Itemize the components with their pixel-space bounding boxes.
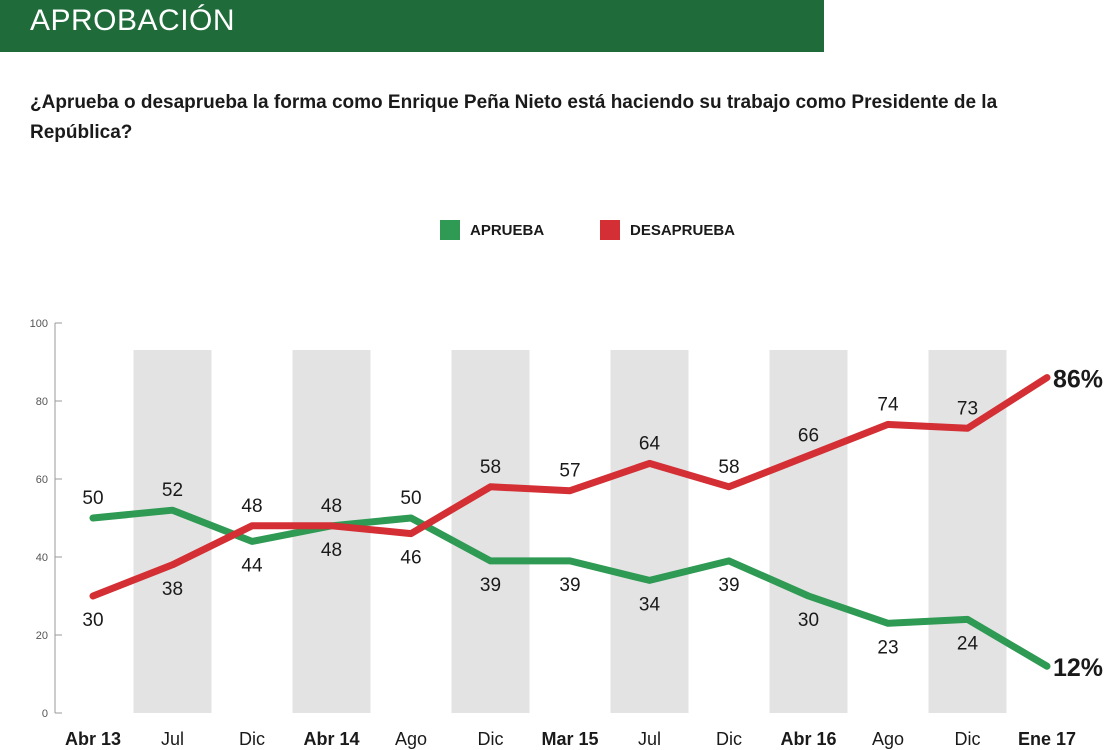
data-label-aprueba: 23 [877,637,898,658]
x-tick-label: Jul [161,729,184,749]
background-band [133,350,212,713]
legend-label-aprueba: APRUEBA [470,221,545,239]
data-label-desaprueba: 64 [639,433,661,454]
data-label-desaprueba: 30 [82,610,103,631]
data-label-aprueba: 24 [957,633,979,654]
x-tick-label: Ago [872,729,904,749]
x-tick-label: Dic [955,729,981,749]
data-label-aprueba: 52 [162,480,183,501]
data-label-aprueba: 30 [798,610,819,631]
background-band [769,350,848,713]
legend-swatch-aprueba [440,220,460,240]
data-label-desaprueba: 73 [957,398,978,419]
x-tick-label: Dic [478,729,504,749]
legend-item-desaprueba: DESAPRUEBA [600,220,735,240]
y-tick-label: 60 [36,474,48,486]
y-tick-label: 40 [36,552,48,564]
data-label-aprueba: 44 [241,555,263,576]
x-tick-label: Abr 13 [65,729,121,749]
y-tick-label: 80 [36,396,48,408]
data-label-desaprueba: 86% [1053,366,1103,394]
y-tick-label: 0 [42,708,48,720]
data-label-desaprueba: 38 [162,579,183,600]
survey-question: ¿Aprueba o desaprueba la forma como Enri… [30,92,998,143]
x-tick-label: Dic [716,729,742,749]
data-label-aprueba: 12% [1053,654,1103,682]
x-tick-label: Dic [239,729,265,749]
series-line-desaprueba [89,374,1051,600]
data-label-aprueba: 39 [718,575,739,596]
data-label-desaprueba: 46 [400,548,421,569]
chart-legend: APRUEBA DESAPRUEBA [0,220,1108,244]
x-tick-label: Abr 16 [780,729,836,749]
data-label-desaprueba: 66 [798,426,819,447]
approval-line-chart: 0 20 40 60 80 100 50 30 52 38 44 48 48 48 50 46 39 58 39 57… [30,318,1103,749]
data-label-desaprueba: 58 [718,457,739,478]
x-tick-label: Jul [638,729,661,749]
x-tick-label: Abr 14 [303,729,359,749]
data-label-desaprueba: 48 [321,540,342,561]
series-line-aprueba [89,506,1051,670]
data-label-aprueba: 34 [639,594,661,615]
page-title: APROBACIÓN [30,4,236,37]
x-tick-label: Mar 15 [541,729,598,749]
legend-swatch-desaprueba [600,220,620,240]
y-tick-label: 100 [30,318,48,330]
data-label-aprueba: 39 [559,575,580,596]
data-label-desaprueba: 48 [241,496,262,517]
data-label-aprueba: 48 [321,496,342,517]
background-band [451,350,530,713]
legend-item-aprueba: APRUEBA [440,220,544,240]
data-label-desaprueba: 57 [559,461,580,482]
x-tick-label: Ene 17 [1018,729,1076,749]
data-label-desaprueba: 58 [480,457,501,478]
background-band [610,350,689,713]
data-label-desaprueba: 74 [877,394,899,415]
header-band [0,0,824,52]
data-label-aprueba: 39 [480,575,501,596]
y-tick-label: 20 [36,630,48,642]
data-label-aprueba: 50 [82,488,103,509]
legend-label-desaprueba: DESAPRUEBA [630,221,736,239]
x-tick-label: Ago [395,729,427,749]
data-label-aprueba: 50 [400,488,421,509]
